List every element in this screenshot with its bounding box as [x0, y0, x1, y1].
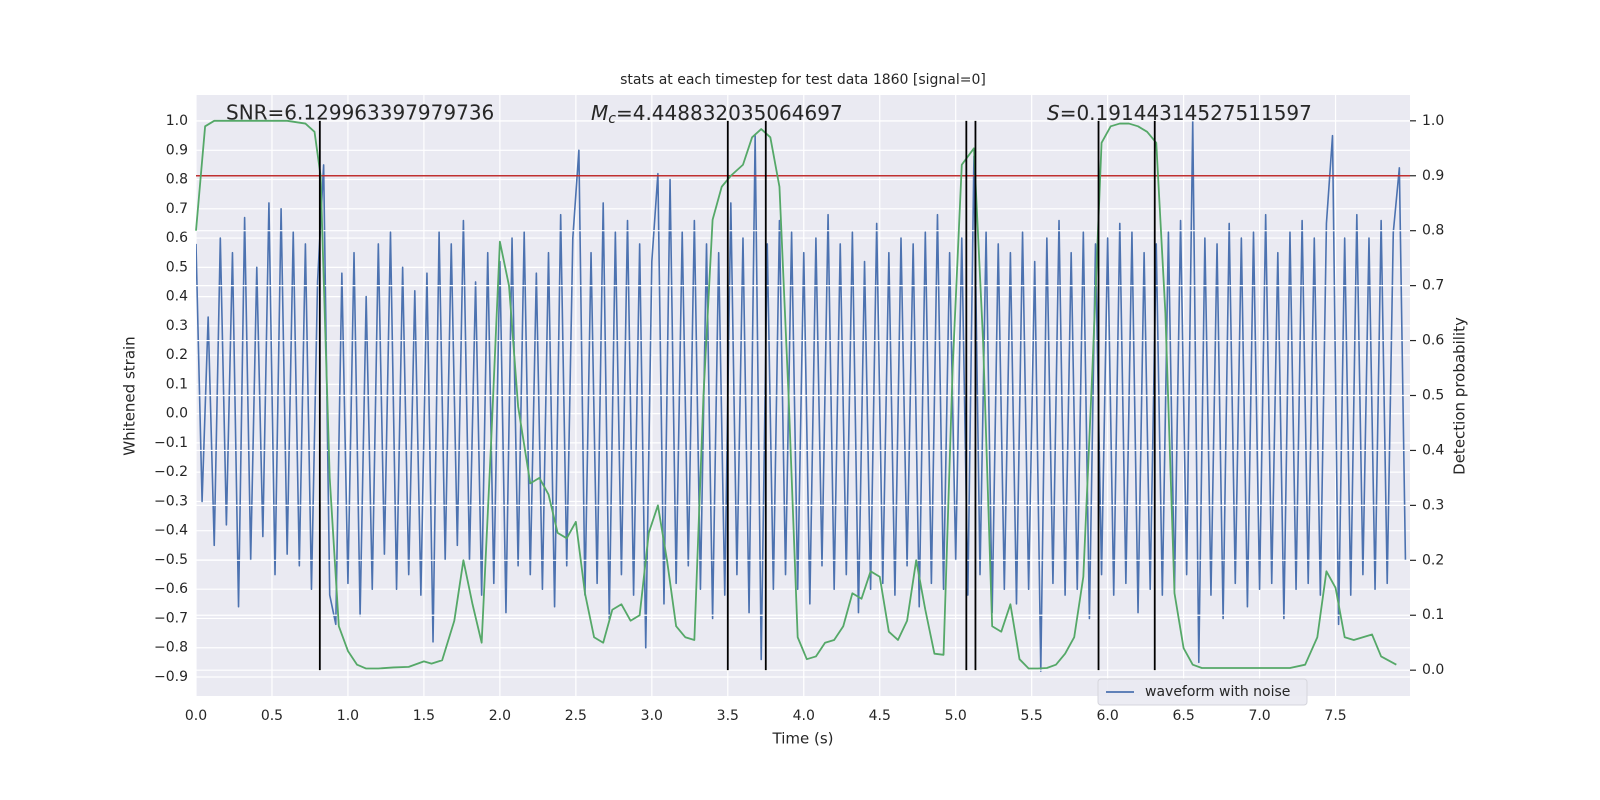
x-tick-label: 4.5	[869, 708, 891, 724]
x-tick-label: 7.0	[1248, 708, 1270, 724]
annotation-value: =4.448832035064697	[616, 101, 843, 125]
y-tick-label: 0.3	[166, 318, 188, 334]
y2-tick-label: 0.2	[1422, 552, 1444, 568]
x-axis-label: Time (s)	[772, 730, 834, 748]
y-tick-label: 0.2	[166, 347, 188, 363]
x-tick-label: 3.0	[641, 708, 663, 724]
x-tick-label: 5.0	[945, 708, 967, 724]
y2-axis-label: Detection probability	[1451, 317, 1469, 475]
annotation-value: =0.19144314527511597	[1060, 101, 1312, 125]
x-tick-label: 2.0	[489, 708, 511, 724]
x-tick-label: 2.5	[565, 708, 587, 724]
y-tick-label: 0.4	[166, 289, 188, 305]
x-tick-label: 3.5	[717, 708, 739, 724]
annotation: SNR=6.129963397979736	[226, 101, 494, 125]
y-tick-label: −0.7	[154, 610, 188, 626]
y-tick-label: 0.7	[166, 201, 188, 217]
y2-tick-label: 0.1	[1422, 607, 1444, 623]
y-tick-label: −0.2	[154, 464, 188, 480]
y2-tick-label: 0.0	[1422, 662, 1444, 678]
y-tick-label: −0.9	[154, 669, 188, 685]
x-tick-label: 1.0	[337, 708, 359, 724]
x-tick-label: 1.5	[413, 708, 435, 724]
y-tick-label: 0.9	[166, 142, 188, 158]
y-tick-label: −0.8	[154, 640, 188, 656]
y-tick-label: −0.5	[154, 552, 188, 568]
series-line	[196, 120, 1407, 672]
y-tick-label: −0.1	[154, 435, 188, 451]
y2-tick-label: 1.0	[1422, 113, 1444, 129]
x-tick-label: 6.0	[1097, 708, 1119, 724]
over-layer	[195, 119, 1410, 671]
x-tick-label: 0.0	[185, 708, 207, 724]
x-tick-label: 7.5	[1324, 708, 1346, 724]
annotation: Mc=4.448832035064697	[591, 101, 843, 128]
series-line	[195, 119, 1397, 670]
y-tick-label: 0.1	[166, 376, 188, 392]
y2-tick-label: 0.6	[1422, 333, 1444, 349]
y2-tick-label: 0.5	[1422, 388, 1444, 404]
y-tick-label: −0.3	[154, 493, 188, 509]
y2-tick-label: 0.9	[1422, 168, 1444, 184]
y-tick-label: 0.0	[166, 406, 188, 422]
annotation-symbol: M	[591, 101, 608, 125]
annotation-subscript: c	[608, 111, 616, 127]
annotation-symbol: S	[1047, 101, 1060, 125]
y-tick-label: 0.6	[166, 230, 188, 246]
y-tick-label: 0.8	[166, 172, 188, 188]
y2-tick-label: 0.7	[1422, 278, 1444, 294]
y2-tick-label: 0.3	[1422, 497, 1444, 513]
legend-label: waveform with noise	[1145, 684, 1290, 700]
y-tick-label: −0.4	[154, 523, 188, 539]
annotation: S=0.19144314527511597	[1047, 101, 1312, 125]
y-tick-label: −0.6	[154, 581, 188, 597]
x-tick-label: 4.0	[793, 708, 815, 724]
x-tick-label: 5.5	[1021, 708, 1043, 724]
y-axis-label: Whitened strain	[121, 336, 139, 455]
chart-title: stats at each timestep for test data 186…	[620, 72, 986, 88]
y2-tick-label: 0.4	[1422, 442, 1444, 458]
y-tick-label: 1.0	[166, 113, 188, 129]
y2-tick-label: 0.8	[1422, 223, 1444, 239]
x-tick-label: 0.5	[261, 708, 283, 724]
x-tick-label: 6.5	[1172, 708, 1194, 724]
y-tick-label: 0.5	[166, 259, 188, 275]
legend-box	[1097, 678, 1308, 706]
waveform-layer	[196, 120, 1407, 672]
